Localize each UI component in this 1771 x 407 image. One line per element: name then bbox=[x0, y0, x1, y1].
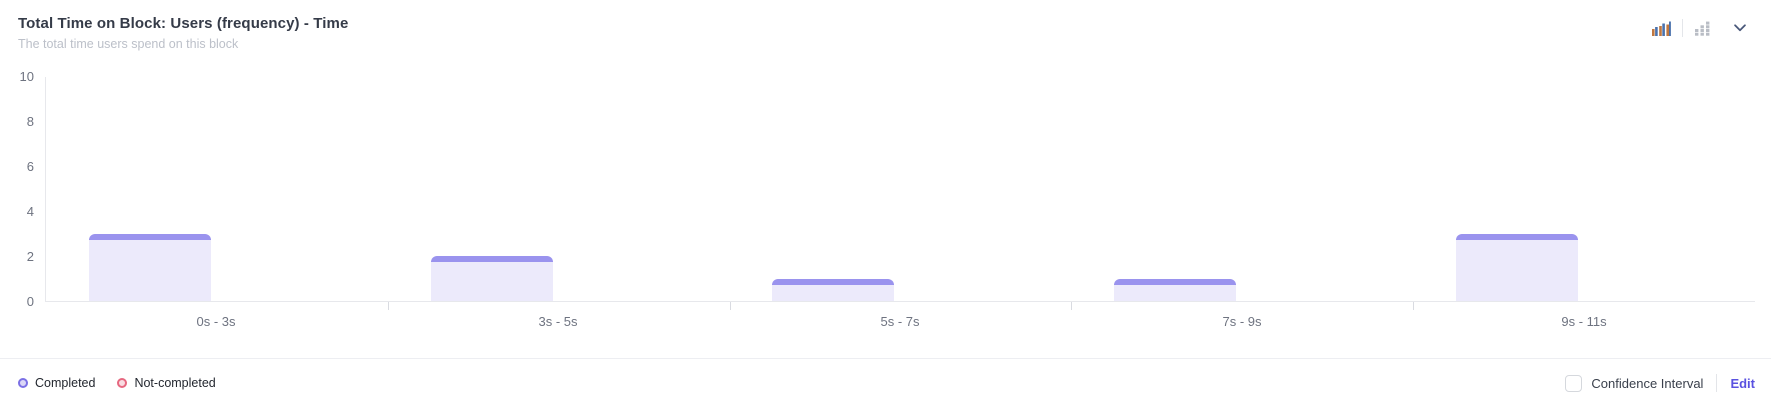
legend-item-completed[interactable]: Completed bbox=[18, 376, 95, 390]
legend-item-not-completed[interactable]: Not-completed bbox=[117, 376, 216, 390]
category-group bbox=[388, 77, 730, 301]
chart-toolbar bbox=[1651, 19, 1749, 37]
legend-label: Not-completed bbox=[134, 376, 216, 390]
confidence-interval-label: Confidence Interval bbox=[1591, 375, 1704, 391]
bar-completed[interactable] bbox=[1456, 233, 1579, 301]
grouped-bar-chart-icon[interactable] bbox=[1651, 20, 1671, 37]
chart-title: Total Time on Block: Users (frequency) -… bbox=[18, 15, 349, 32]
legend-dot-icon bbox=[18, 378, 28, 388]
chart-header: Total Time on Block: Users (frequency) -… bbox=[0, 0, 1771, 51]
x-axis-tick bbox=[1413, 302, 1415, 310]
y-tick-label: 6 bbox=[26, 159, 34, 174]
confidence-interval-checkbox[interactable] bbox=[1565, 374, 1583, 392]
y-tick-label: 0 bbox=[26, 294, 34, 309]
bar-completed[interactable] bbox=[1114, 278, 1237, 301]
x-axis-tick bbox=[1071, 302, 1073, 310]
x-axis-label: 3s - 5s bbox=[538, 314, 578, 329]
chart-subtitle: The total time users spend on this block bbox=[18, 37, 239, 51]
bar-completed[interactable] bbox=[430, 256, 553, 301]
plot-area bbox=[45, 77, 1755, 310]
x-axis-tick bbox=[387, 302, 389, 310]
footer-right: Confidence Interval Edit bbox=[1565, 374, 1755, 392]
confidence-interval-toggle[interactable]: Confidence Interval bbox=[1565, 374, 1704, 392]
y-axis: 0 2 4 6 8 10 bbox=[0, 70, 45, 309]
header-titles: Total Time on Block: Users (frequency) -… bbox=[18, 15, 348, 51]
bar-completed[interactable] bbox=[88, 233, 211, 301]
x-axis-label: 5s - 7s bbox=[880, 314, 920, 329]
footer-divider bbox=[1716, 374, 1718, 392]
x-axis-tick bbox=[729, 302, 731, 310]
x-axis-label: 7s - 9s bbox=[1222, 314, 1262, 329]
category-group bbox=[730, 77, 1072, 301]
category-group bbox=[1071, 77, 1413, 301]
x-axis-labels: 0s - 3s 3s - 5s 5s - 7s 7s - 9s 9s - 11s bbox=[45, 302, 1755, 329]
y-tick-label: 2 bbox=[26, 249, 34, 264]
y-tick-label: 8 bbox=[26, 114, 34, 129]
chart-footer: Completed Not-completed Confidence Interv… bbox=[0, 358, 1771, 407]
toolbar-divider bbox=[1682, 19, 1683, 37]
y-tick-label: 4 bbox=[26, 204, 34, 219]
bar-completed[interactable] bbox=[772, 278, 895, 301]
x-axis-label: 0s - 3s bbox=[196, 314, 236, 329]
chevron-down-icon[interactable] bbox=[1731, 19, 1749, 37]
legend-label: Completed bbox=[35, 376, 96, 390]
x-axis-label: 9s - 11s bbox=[1561, 314, 1607, 329]
bar-chart: 0 2 4 6 8 10 0s - 3s 3s - 5s 5s - 7s 7s - 9s 9s -… bbox=[0, 70, 1771, 329]
category-group bbox=[46, 77, 388, 301]
y-tick-label: 10 bbox=[19, 69, 34, 84]
legend-dot-icon bbox=[117, 378, 128, 388]
dot-plot-icon[interactable] bbox=[1694, 20, 1712, 37]
legend: Completed Not-completed bbox=[18, 376, 216, 390]
category-group bbox=[1413, 77, 1755, 301]
edit-link[interactable]: Edit bbox=[1730, 375, 1755, 391]
